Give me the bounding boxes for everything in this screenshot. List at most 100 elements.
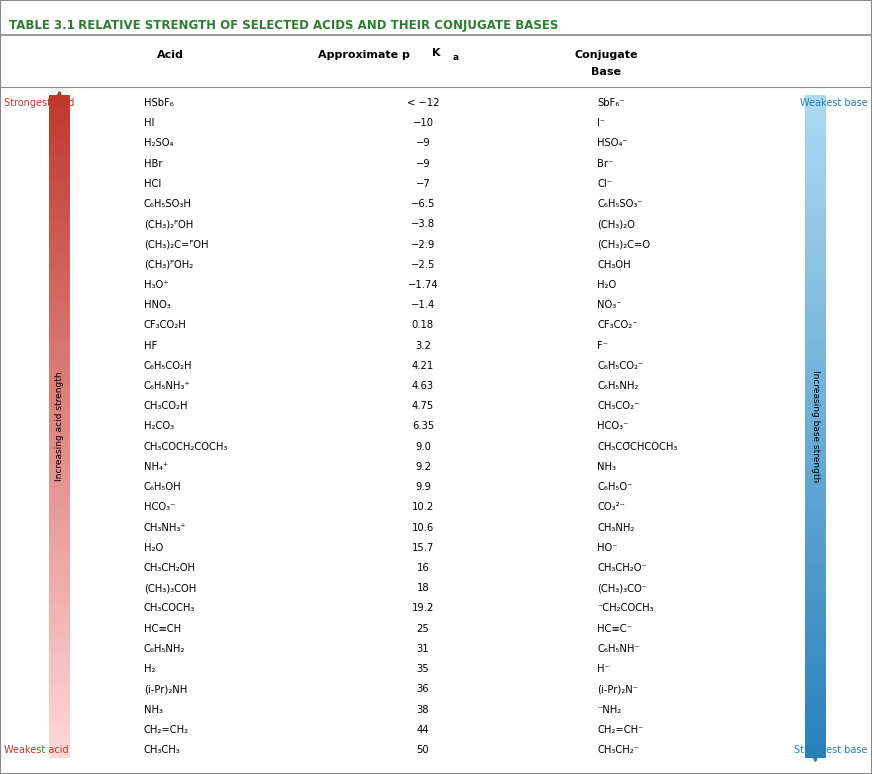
Bar — [805, 347, 826, 354]
Text: Br⁻: Br⁻ — [597, 159, 614, 169]
Bar — [805, 678, 826, 685]
Text: 25: 25 — [417, 624, 429, 634]
Bar — [805, 400, 826, 406]
Bar — [49, 162, 70, 168]
Bar — [805, 95, 826, 102]
Bar — [805, 228, 826, 235]
Text: H₂O: H₂O — [597, 280, 617, 290]
Bar — [805, 665, 826, 672]
Text: HBr: HBr — [144, 159, 162, 169]
Text: (CH₃)₂C=ᴾOH: (CH₃)₂C=ᴾOH — [144, 239, 208, 249]
Bar — [49, 572, 70, 579]
Bar — [805, 406, 826, 413]
Text: TABLE 3.1: TABLE 3.1 — [9, 19, 75, 33]
Bar — [805, 625, 826, 632]
Bar — [805, 704, 826, 711]
Bar — [49, 208, 70, 214]
Bar — [805, 393, 826, 400]
Bar — [805, 426, 826, 433]
Text: 9.0: 9.0 — [415, 442, 431, 452]
Bar — [49, 320, 70, 327]
Bar — [805, 711, 826, 718]
Bar — [49, 678, 70, 685]
Text: K: K — [432, 48, 440, 58]
Text: 31: 31 — [417, 644, 429, 654]
Text: C₆H₅CO₂H: C₆H₅CO₂H — [144, 361, 193, 371]
Text: (CH₃)₂O: (CH₃)₂O — [597, 219, 635, 229]
Bar — [805, 724, 826, 731]
Bar — [49, 691, 70, 698]
Bar — [805, 698, 826, 704]
Bar — [805, 367, 826, 374]
Text: −9: −9 — [416, 159, 430, 169]
Bar — [805, 546, 826, 553]
Bar — [49, 149, 70, 155]
Bar — [805, 466, 826, 473]
Text: a: a — [453, 53, 460, 63]
Text: CH₂=CH₂: CH₂=CH₂ — [144, 724, 189, 735]
Text: C₆H₅OH: C₆H₅OH — [144, 482, 181, 492]
Bar — [805, 433, 826, 440]
Bar — [49, 314, 70, 320]
Bar — [49, 261, 70, 268]
Bar — [49, 466, 70, 473]
Text: CH₃CH₂O⁻: CH₃CH₂O⁻ — [597, 563, 647, 573]
Bar — [49, 128, 70, 135]
Text: Conjugate: Conjugate — [575, 50, 637, 60]
Bar — [805, 168, 826, 175]
Bar — [49, 433, 70, 440]
Bar — [49, 201, 70, 208]
Text: (CH₃)ᴾOH₂: (CH₃)ᴾOH₂ — [144, 260, 193, 269]
Text: C₆H₅SO₃H: C₆H₅SO₃H — [144, 199, 192, 209]
Bar — [49, 592, 70, 599]
Bar — [49, 142, 70, 149]
Text: H₂CO₃: H₂CO₃ — [144, 422, 174, 431]
Bar — [49, 374, 70, 380]
Bar — [49, 672, 70, 678]
Bar — [49, 665, 70, 672]
Text: H₂O: H₂O — [144, 543, 163, 553]
Bar — [49, 406, 70, 413]
Bar — [805, 354, 826, 360]
Text: CH₃CO̅CHCOCH₃: CH₃CO̅CHCOCH₃ — [597, 442, 678, 452]
Text: −9: −9 — [416, 139, 430, 149]
Text: HF: HF — [144, 341, 157, 351]
Bar — [49, 274, 70, 281]
Bar — [805, 566, 826, 572]
Bar — [805, 553, 826, 559]
Text: Increasing acid strength: Increasing acid strength — [55, 372, 64, 481]
Bar — [805, 248, 826, 254]
Text: HSO₄⁻: HSO₄⁻ — [597, 139, 628, 149]
Bar — [805, 115, 826, 122]
Bar — [49, 453, 70, 460]
Text: HSbF₆: HSbF₆ — [144, 98, 174, 108]
Bar — [49, 625, 70, 632]
Bar — [805, 572, 826, 579]
Bar — [49, 493, 70, 499]
Bar — [49, 307, 70, 314]
Bar — [49, 605, 70, 612]
Text: C₆H₅O⁻: C₆H₅O⁻ — [597, 482, 633, 492]
Text: 35: 35 — [417, 664, 429, 674]
Bar — [49, 685, 70, 691]
Text: CO₃²⁻: CO₃²⁻ — [597, 502, 625, 512]
Bar — [805, 188, 826, 194]
Bar — [805, 440, 826, 447]
Bar — [49, 426, 70, 433]
Text: 18: 18 — [417, 584, 429, 593]
Bar — [49, 168, 70, 175]
Bar — [49, 102, 70, 108]
Text: 36: 36 — [417, 684, 429, 694]
Text: CH₃CH₂OH: CH₃CH₂OH — [144, 563, 196, 573]
Bar — [805, 155, 826, 162]
Bar — [805, 486, 826, 493]
Bar — [49, 751, 70, 758]
Bar — [49, 499, 70, 506]
Bar — [49, 300, 70, 307]
Bar — [49, 228, 70, 235]
Text: Cl⁻: Cl⁻ — [597, 179, 612, 189]
Bar — [49, 579, 70, 585]
Text: HO⁻: HO⁻ — [597, 543, 618, 553]
Bar — [805, 327, 826, 334]
Text: CH₃CH₃: CH₃CH₃ — [144, 745, 181, 755]
